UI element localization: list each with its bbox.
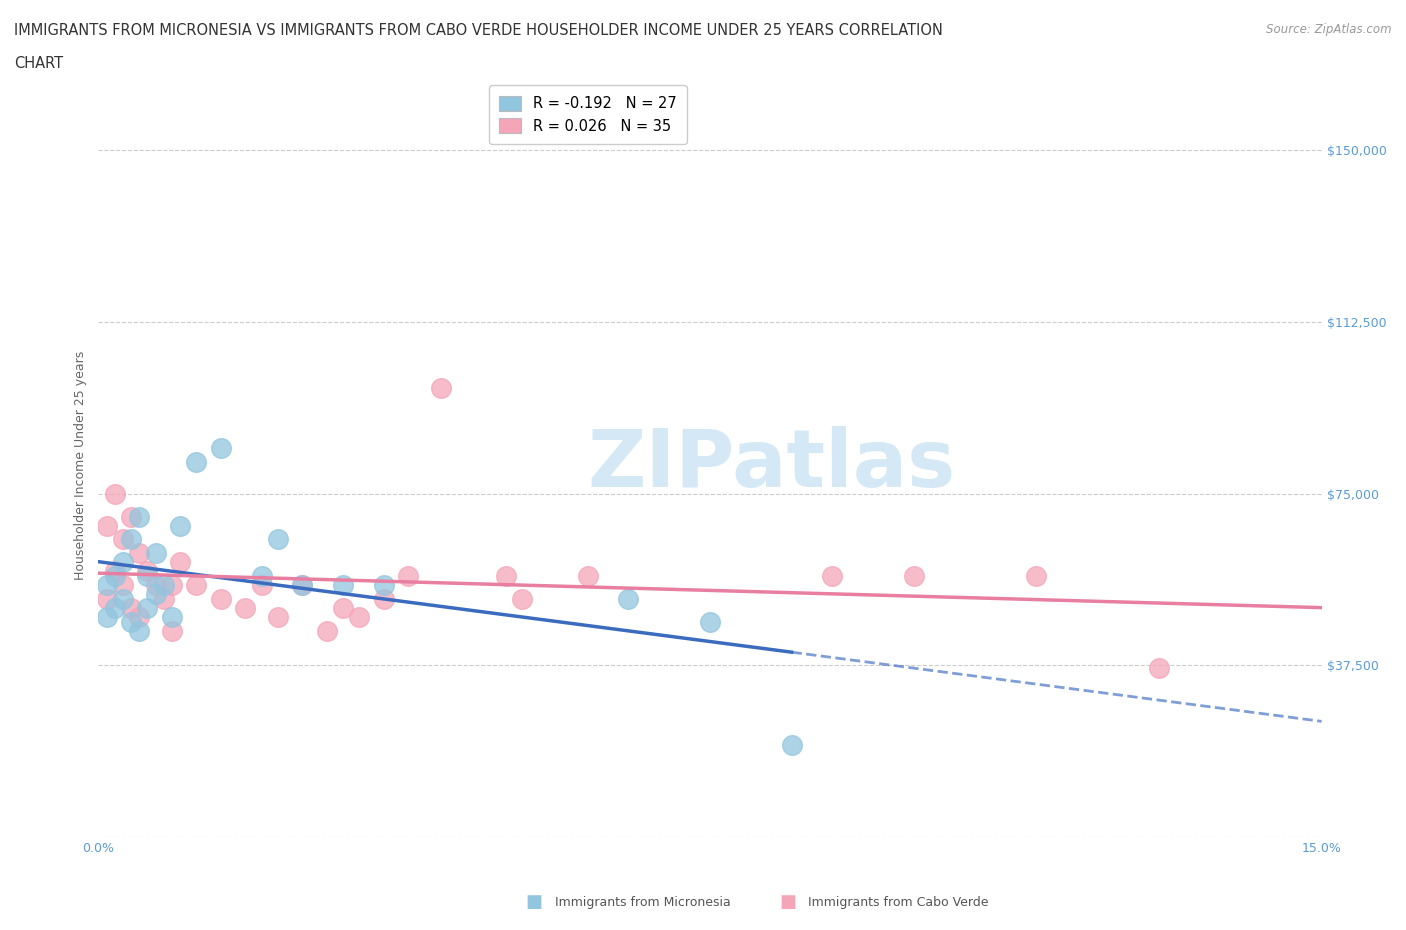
Point: [160, 578, 183, 592]
Point: [136, 568, 159, 583]
Point: [267, 610, 290, 625]
Text: IMMIGRANTS FROM MICRONESIA VS IMMIGRANTS FROM CABO VERDE HOUSEHOLDER INCOME UNDE: IMMIGRANTS FROM MICRONESIA VS IMMIGRANTS…: [14, 23, 943, 38]
Text: ■: ■: [526, 893, 543, 911]
Point: [136, 601, 159, 616]
Point: [903, 568, 925, 583]
Y-axis label: Householder Income Under 25 years: Householder Income Under 25 years: [73, 351, 87, 579]
Point: [332, 601, 354, 616]
Point: [104, 601, 127, 616]
Point: [152, 578, 174, 592]
Point: [128, 610, 150, 625]
Point: [291, 578, 314, 592]
Point: [821, 568, 844, 583]
Point: [267, 532, 290, 547]
Point: [152, 591, 174, 606]
Point: [576, 568, 599, 583]
Point: [145, 587, 167, 602]
Text: CHART: CHART: [14, 56, 63, 71]
Point: [495, 568, 517, 583]
Point: [332, 578, 354, 592]
Legend: R = -0.192   N = 27, R = 0.026   N = 35: R = -0.192 N = 27, R = 0.026 N = 35: [489, 86, 686, 144]
Point: [104, 486, 127, 501]
Point: [315, 623, 337, 638]
Point: [145, 578, 167, 592]
Point: [128, 546, 150, 561]
Point: [145, 546, 167, 561]
Point: [209, 441, 232, 456]
Point: [1025, 568, 1047, 583]
Point: [120, 509, 142, 524]
Point: [111, 532, 134, 547]
Point: [104, 568, 127, 583]
Point: [396, 568, 419, 583]
Text: Immigrants from Micronesia: Immigrants from Micronesia: [555, 896, 731, 909]
Point: [96, 578, 118, 592]
Point: [111, 591, 134, 606]
Point: [186, 454, 208, 469]
Point: [169, 555, 191, 570]
Point: [780, 738, 803, 753]
Point: [160, 623, 183, 638]
Point: [96, 591, 118, 606]
Point: [120, 532, 142, 547]
Text: Source: ZipAtlas.com: Source: ZipAtlas.com: [1267, 23, 1392, 36]
Point: [120, 601, 142, 616]
Point: [128, 623, 150, 638]
Point: [111, 578, 134, 592]
Point: [1147, 660, 1170, 675]
Point: [160, 610, 183, 625]
Point: [373, 578, 395, 592]
Text: ■: ■: [779, 893, 796, 911]
Point: [291, 578, 314, 592]
Point: [96, 518, 118, 533]
Point: [512, 591, 534, 606]
Text: ZIPatlas: ZIPatlas: [588, 426, 955, 504]
Point: [128, 509, 150, 524]
Point: [349, 610, 371, 625]
Point: [699, 615, 721, 630]
Point: [96, 610, 118, 625]
Text: Immigrants from Cabo Verde: Immigrants from Cabo Verde: [808, 896, 988, 909]
Point: [617, 591, 640, 606]
Point: [250, 578, 273, 592]
Point: [111, 555, 134, 570]
Point: [430, 381, 453, 396]
Point: [209, 591, 232, 606]
Point: [186, 578, 208, 592]
Point: [250, 568, 273, 583]
Point: [233, 601, 256, 616]
Point: [169, 518, 191, 533]
Point: [120, 615, 142, 630]
Point: [373, 591, 395, 606]
Point: [136, 564, 159, 578]
Point: [104, 564, 127, 578]
